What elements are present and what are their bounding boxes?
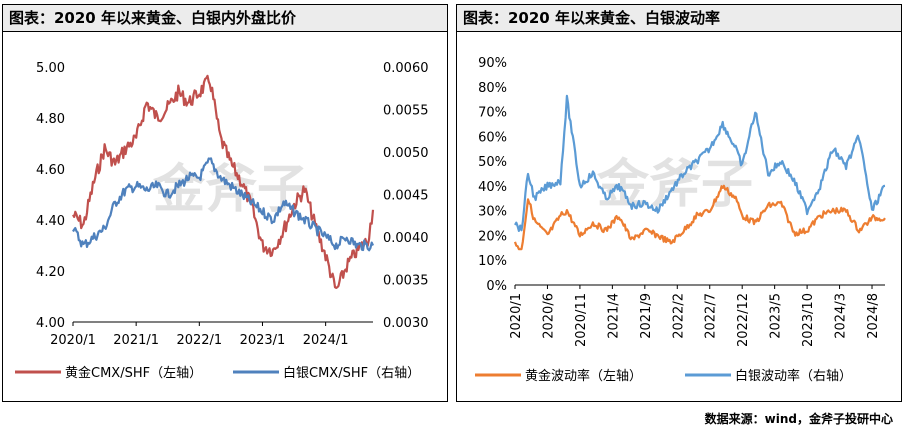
left-chart-title: 图表：2020 年以来黄金、白银内外盘比价	[3, 5, 447, 32]
vol-x-tick-label: 2022/2	[671, 293, 686, 339]
right-y-tick-label: 0.0035	[383, 274, 429, 289]
vol-x-tick-label: 2021/9	[639, 293, 654, 339]
vol-y-tick-label: 70%	[478, 106, 507, 121]
left-y-tick-label: 4.20	[36, 265, 65, 280]
right-y-tick-label: 0.0060	[383, 61, 429, 76]
left-y-tick-label: 5.00	[36, 61, 65, 76]
gold-ratio-line	[72, 74, 375, 289]
vol-y-tick-label: 10%	[478, 254, 507, 269]
silver-ratio-line	[72, 157, 375, 252]
right-y-tick-label: 0.0030	[383, 316, 429, 331]
x-tick-label: 2020/1	[50, 333, 96, 348]
left-legend: 黄金CMX/SHF（左轴） 白银CMX/SHF（右轴）	[15, 365, 420, 381]
right-chart-svg: 金斧子 0%10%20%30%40%50%60%70%80%90%2020/1 2…	[475, 56, 886, 384]
vol-y-tick-label: 80%	[478, 81, 507, 96]
gold-vol-line	[513, 184, 886, 251]
x-tick-label: 2021/1	[113, 333, 159, 348]
left-y-tick-label: 4.60	[36, 163, 65, 178]
left-chart-svg: 金斧子 4.004.204.404.604.805.000.00300.0035…	[15, 61, 429, 381]
x-tick-label: 2022/1	[176, 333, 222, 348]
x-tick-label: 2024/1	[303, 333, 349, 348]
vol-y-tick-label: 50%	[478, 155, 507, 170]
right-chart-title: 图表：2020 年以来黄金、白银波动率	[457, 5, 901, 32]
left-y-tick-label: 4.40	[36, 214, 65, 229]
vol-x-tick-label: 2020/6	[541, 293, 556, 339]
data-source-note: 数据来源：wind，金斧子投研中心	[704, 412, 893, 426]
vol-x-tick-label: 2023/5	[769, 293, 784, 339]
vol-y-tick-label: 0%	[486, 279, 507, 294]
x-tick-label: 2023/1	[240, 333, 286, 348]
vol-x-tick-label: 2024/8	[866, 293, 881, 339]
right-y-tick-label: 0.0045	[383, 189, 429, 204]
right-legend: 黄金波动率（左轴） 白银波动率（右轴）	[475, 368, 852, 384]
vol-x-tick-label: 2023/10	[801, 293, 816, 347]
vol-x-tick-label: 2020/11	[574, 293, 589, 347]
right-y-tick-label: 0.0050	[383, 146, 429, 161]
left-y-tick-label: 4.00	[36, 316, 65, 331]
legend-gold-vol-label: 黄金波动率（左轴）	[525, 368, 642, 384]
vol-x-tick-label: 2022/7	[704, 293, 719, 339]
vol-y-tick-label: 90%	[478, 56, 507, 71]
vol-x-tick-label: 2020/1	[509, 293, 524, 339]
left-chart-panel: 图表：2020 年以来黄金、白银内外盘比价 金斧子 4.00 4.20 4.40 4.…	[2, 4, 448, 402]
right-y-tick-label: 0.0055	[383, 104, 429, 119]
legend-silver-vol-label: 白银波动率（右轴）	[735, 368, 852, 384]
vol-x-tick-label: 2024/3	[834, 293, 849, 339]
silver-vol-line	[514, 94, 886, 232]
vol-x-tick-label: 2022/12	[736, 293, 751, 347]
legend-gold-label: 黄金CMX/SHF（左轴）	[65, 365, 202, 381]
vol-y-tick-label: 30%	[478, 205, 507, 220]
legend-silver-label: 白银CMX/SHF（右轴）	[283, 365, 420, 381]
right-chart-panel: 图表：2020 年以来黄金、白银波动率 金斧子 0% 10% 20% 30% 40% 50…	[456, 4, 902, 402]
vol-y-tick-label: 40%	[478, 180, 507, 195]
right-y-tick-label: 0.0040	[383, 231, 429, 246]
vol-y-tick-label: 60%	[478, 130, 507, 145]
left-y-tick-label: 4.80	[36, 112, 65, 127]
vol-y-tick-label: 20%	[478, 229, 507, 244]
vol-x-tick-label: 2021/4	[606, 293, 621, 339]
